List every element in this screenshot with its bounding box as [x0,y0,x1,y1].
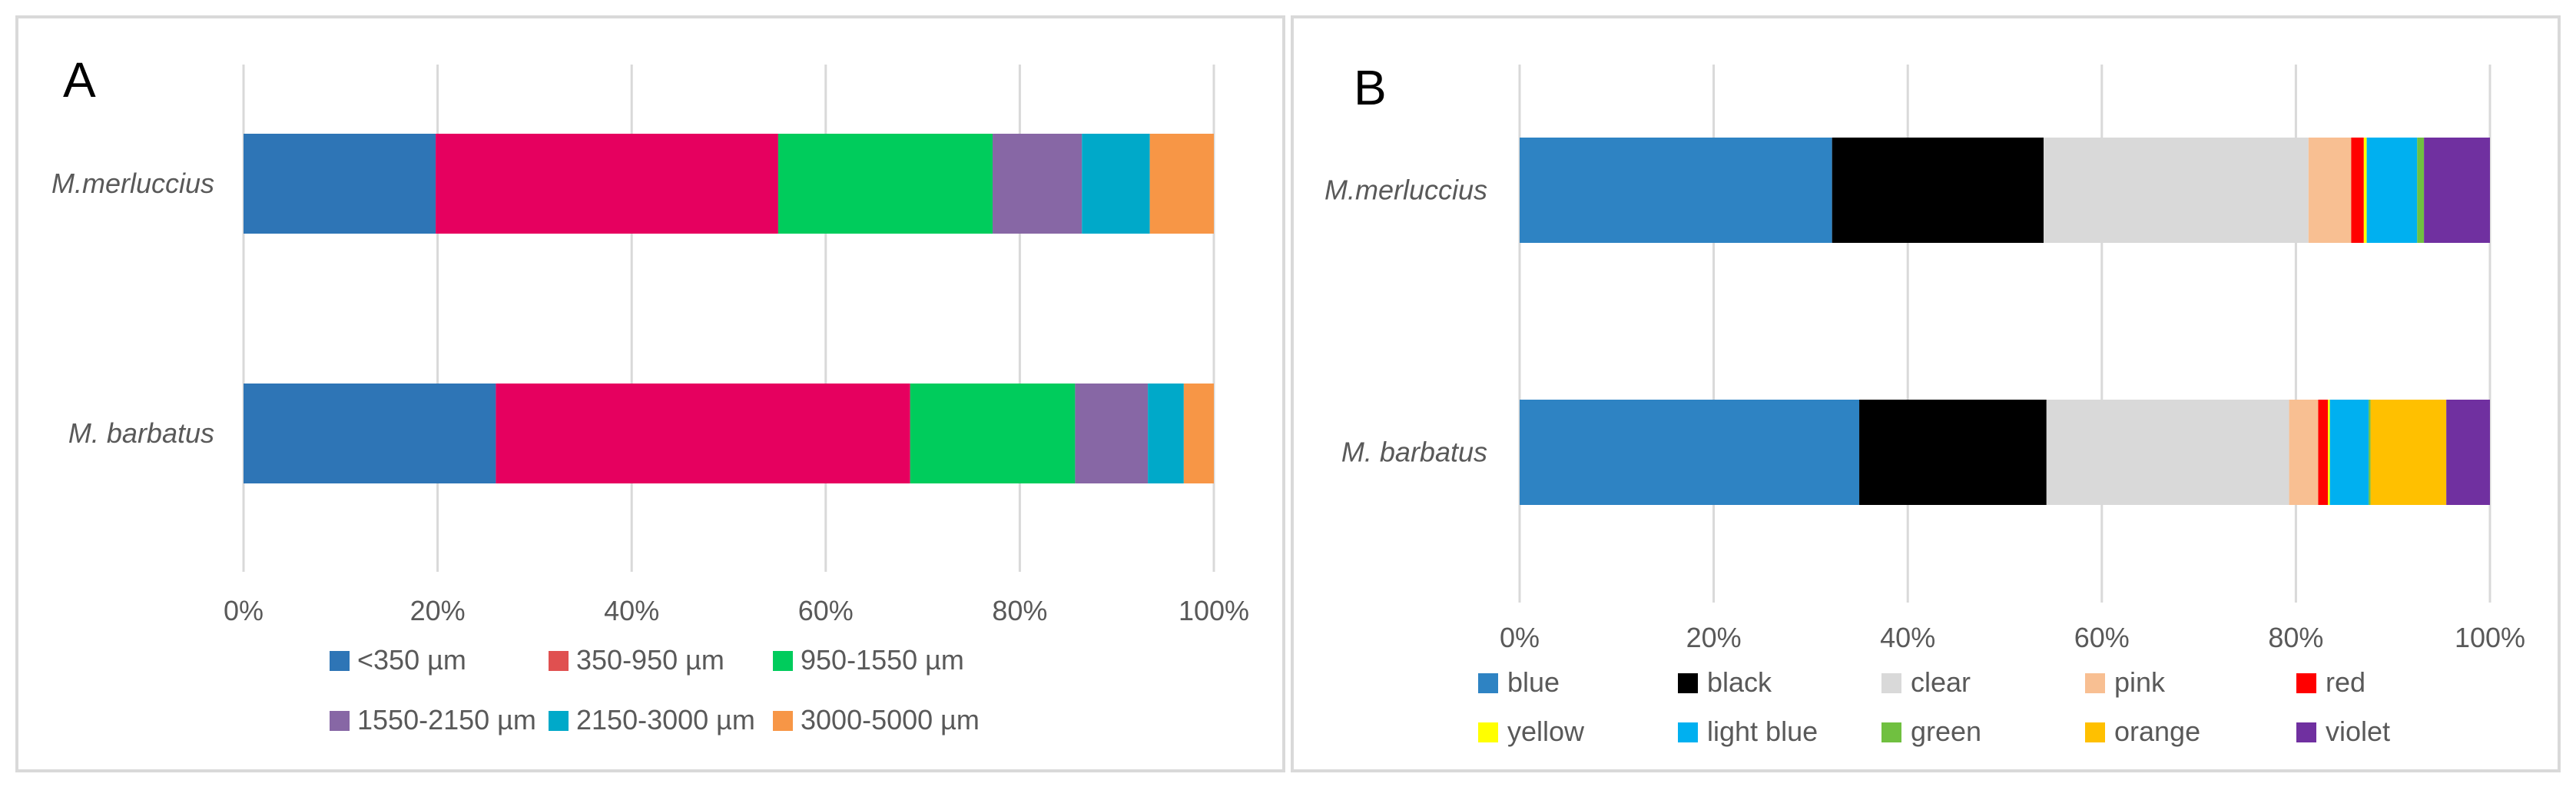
category-label-m-barbatus: M. barbatus [68,417,214,449]
tick-labels-b: 0% 20% 40% 60% 80% 100% [1500,622,2525,653]
bar-segment-m-merluccius-yellow [2363,138,2367,243]
bar-segment-m-merluccius-2150-3000-m [1082,134,1150,234]
legend-label-pink: pink [2114,666,2166,698]
legend-swatch-950-1550-m [773,651,793,671]
legend-label-blue: blue [1507,666,1560,698]
x-tick-label: 40% [604,595,659,626]
legend-label-orange: orange [2114,716,2200,747]
legend-label-2150-3000-m: 2150-3000 µm [576,704,755,736]
category-label-m-merluccius: M.merluccius [51,168,214,199]
x-tick-label: 0% [1500,622,1540,653]
legend-label-1550-2150-m: 1550-2150 µm [357,704,536,736]
category-labels-b: M.merluccius M. barbatus [1324,174,1487,468]
legend-swatch-violet [2296,722,2316,742]
bars-b [1520,138,2490,505]
bar-segment-m-merluccius-350-950-m [436,134,778,234]
legend-swatch-light-blue [1678,722,1698,742]
legend-swatch-350-950-m [549,651,569,671]
chart-b-svg: B M.merluccius M. barbatus 0% 20% 40% 60% 80%… [1324,60,2525,747]
legend-swatch-black [1678,673,1698,693]
bar-segment-m-merluccius-light-blue [2366,138,2418,243]
bar-segment-m-barbatus-pink [2289,400,2319,505]
legend-swatch-3000-5000-m [773,711,793,731]
bar-segment-m-merluccius-3000-5000-m [1149,134,1214,234]
bar-segment-m-barbatus-clear [2046,400,2289,505]
bar-segment-m-barbatus-orange [2370,400,2447,505]
chart-panel-b: B M.merluccius M. barbatus 0% 20% 40% 60% 80%… [1291,15,2561,772]
legend-swatch-orange [2085,722,2105,742]
x-tick-label: 60% [2074,622,2130,653]
x-tick-label: 80% [992,595,1047,626]
legend-label-clear: clear [1911,666,1971,698]
x-tick-label: 40% [1880,622,1935,653]
x-tick-label: 0% [224,595,264,626]
x-tick-label: 80% [2268,622,2323,653]
x-tick-label: 60% [798,595,854,626]
bar-segment-m-merluccius-950-1550-m [777,134,993,234]
category-labels-a: M.merluccius M. barbatus [51,168,214,449]
legend-label-violet: violet [2326,716,2390,747]
bar-segment-m-merluccius-1550-2150-m [993,134,1082,234]
legend-swatch-1550-2150-m [330,711,350,731]
legend-swatch-pink [2085,673,2105,693]
bar-segment-m-merluccius-blue [1520,138,1832,243]
bar-segment-m-merluccius-350-m [244,134,436,234]
x-tick-label: 100% [1179,595,1249,626]
bar-segment-m-barbatus-350-m [244,384,496,483]
x-tick-label: 20% [410,595,466,626]
bar-segment-m-merluccius-pink [2308,138,2352,243]
bar-segment-m-barbatus-2150-3000-m [1148,384,1184,483]
chart-panel-a: A M.merluccius M. barbatus 0% 20% 40% 60% 80%… [15,15,1285,772]
bar-segment-m-barbatus-1550-2150-m [1075,384,1149,483]
bar-segment-m-barbatus-3000-5000-m [1183,384,1214,483]
bar-segment-m-merluccius-violet [2424,138,2490,243]
x-tick-label: 100% [2455,622,2525,653]
bar-segment-m-merluccius-green [2417,138,2425,243]
legend-label-red: red [2326,666,2365,698]
bars-a [244,134,1214,483]
category-label-m-barbatus: M. barbatus [1341,437,1487,468]
panel-label-b: B [1354,60,1387,115]
legend-b: blue black clear pink red yellow light blue gre… [1478,666,2390,747]
legend-label-350-950-m: 350-950 µm [576,644,724,676]
bar-segment-m-barbatus-red [2318,400,2329,505]
bar-segment-m-merluccius-red [2351,138,2364,243]
panel-label-a: A [63,52,96,108]
x-tick-label: 20% [1686,622,1742,653]
legend-swatch-green [1881,722,1901,742]
bar-segment-m-barbatus-blue [1520,400,1860,505]
legend-a: <350 µm 350-950 µm 950-1550 µm 1550-2150 µm… [330,644,980,736]
legend-swatch-yellow [1478,722,1498,742]
bar-segment-m-merluccius-clear [2044,138,2309,243]
bar-segment-m-barbatus-black [1859,400,2047,505]
legend-swatch-blue [1478,673,1498,693]
legend-label-yellow: yellow [1507,716,1585,747]
bar-segment-m-barbatus-green [2369,400,2371,505]
legend-swatch-red [2296,673,2316,693]
legend-label-light-blue: light blue [1707,716,1818,747]
legend-label-3000-5000-m: 3000-5000 µm [801,704,980,736]
bar-segment-m-barbatus-light-blue [2329,400,2369,505]
bar-segment-m-barbatus-violet [2446,400,2490,505]
bar-segment-m-merluccius-black [1832,138,2044,243]
legend-swatch-clear [1881,673,1901,693]
legend-label-black: black [1707,666,1772,698]
category-label-m-merluccius: M.merluccius [1324,174,1487,206]
chart-a-svg: A M.merluccius M. barbatus 0% 20% 40% 60% 80%… [51,52,1249,736]
legend-swatch-2150-3000-m [549,711,569,731]
legend-label-950-1550-m: 950-1550 µm [801,644,964,676]
bar-segment-m-barbatus-350-950-m [496,384,910,483]
legend-label-green: green [1911,716,1981,747]
bar-segment-m-barbatus-950-1550-m [910,384,1076,483]
bar-segment-m-barbatus-yellow [2328,400,2330,505]
legend-label-350-m: <350 µm [357,644,466,676]
legend-swatch-350-m [330,651,350,671]
tick-labels-a: 0% 20% 40% 60% 80% 100% [224,595,1249,626]
